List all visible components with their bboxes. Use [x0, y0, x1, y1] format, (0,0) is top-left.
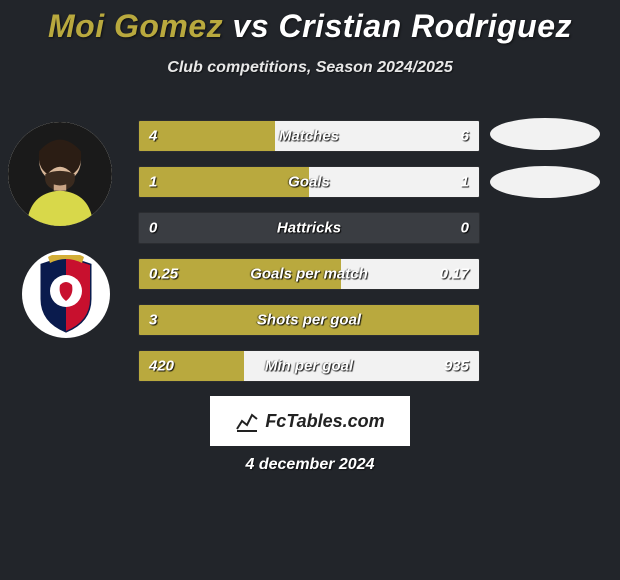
source-badge: FcTables.com — [210, 396, 410, 446]
chart-icon — [235, 409, 259, 433]
club-crest — [22, 250, 110, 338]
stat-fill-a — [139, 121, 275, 151]
stat-value-b: 6 — [461, 128, 469, 145]
stat-value-b: 0.17 — [440, 266, 469, 283]
subtitle: Club competitions, Season 2024/2025 — [0, 59, 620, 77]
stat-value-b: 935 — [444, 358, 469, 375]
stat-fill-b — [309, 167, 479, 197]
stat-bars-container: Matches 4 6 Goals 1 1 Hattricks 0 0 Goals per mat… — [138, 120, 480, 396]
player-b-name: Cristian Rodriguez — [279, 8, 572, 44]
stat-value-a: 0 — [149, 220, 157, 237]
player-avatar — [8, 122, 112, 226]
stat-row: Goals 1 1 — [138, 166, 480, 198]
stat-value-a: 4 — [149, 128, 157, 145]
right-avatar-column — [490, 118, 602, 214]
stat-row: Hattricks 0 0 — [138, 212, 480, 244]
stat-label: Hattricks — [277, 220, 341, 237]
stat-label: Shots per goal — [257, 312, 361, 329]
stat-row: Goals per match 0.25 0.17 — [138, 258, 480, 290]
stat-label: Goals per match — [250, 266, 368, 283]
stat-value-a: 3 — [149, 312, 157, 329]
player-b-placeholder — [490, 118, 600, 150]
stat-value-b: 0 — [461, 220, 469, 237]
club-b-placeholder — [490, 166, 600, 198]
stat-row: Matches 4 6 — [138, 120, 480, 152]
comparison-title: Moi Gomez vs Cristian Rodriguez — [0, 0, 620, 45]
stat-value-a: 420 — [149, 358, 174, 375]
stat-row: Min per goal 420 935 — [138, 350, 480, 382]
stat-value-a: 1 — [149, 174, 157, 191]
footer-date: 4 december 2024 — [246, 456, 375, 474]
stat-value-b: 1 — [461, 174, 469, 191]
left-avatar-column — [8, 122, 118, 362]
vs-text: vs — [233, 8, 270, 44]
source-text: FcTables.com — [265, 411, 384, 432]
stat-label: Matches — [279, 128, 339, 145]
stat-value-a: 0.25 — [149, 266, 178, 283]
player-a-name: Moi Gomez — [48, 8, 223, 44]
stat-label: Goals — [288, 174, 330, 191]
shield-icon — [32, 255, 100, 333]
stat-row: Shots per goal 3 — [138, 304, 480, 336]
person-icon — [8, 122, 112, 226]
stat-fill-a — [139, 167, 309, 197]
stat-label: Min per goal — [265, 358, 353, 375]
